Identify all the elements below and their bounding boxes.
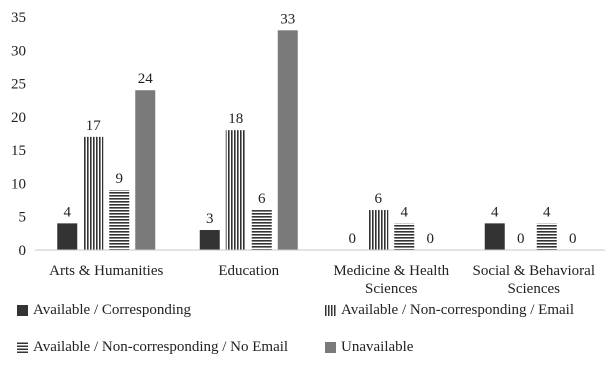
y-tick-label: 5 — [19, 210, 27, 226]
y-tick-label: 30 — [11, 43, 26, 59]
bar — [394, 223, 415, 250]
y-tick-label: 20 — [11, 110, 26, 126]
data-label: 4 — [64, 204, 72, 220]
data-label: 24 — [138, 71, 154, 87]
data-label: 18 — [228, 111, 243, 127]
bars — [57, 30, 557, 250]
y-tick-label: 15 — [11, 143, 26, 159]
y-tick-label: 10 — [11, 176, 26, 192]
bar — [536, 223, 557, 250]
x-category-label: Medicine & Health — [333, 263, 449, 279]
data-label: 6 — [258, 191, 266, 207]
x-category-label: Sciences — [508, 281, 561, 297]
x-category-label: Arts & Humanities — [49, 263, 163, 279]
x-axis-category-labels: Arts & Humanities Education Medicine & Hea… — [49, 263, 595, 297]
y-axis-ticks: 0 5 10 15 20 25 30 35 — [11, 10, 26, 259]
data-label: 0 — [427, 231, 435, 247]
bar — [135, 90, 156, 250]
data-label: 4 — [491, 204, 499, 220]
x-category-label: Education — [218, 263, 279, 279]
bar — [251, 210, 272, 250]
data-labels: 4 17 9 24 3 18 6 33 0 6 4 0 4 0 4 0 — [64, 11, 577, 247]
data-label: 4 — [543, 204, 551, 220]
bar — [83, 136, 104, 250]
data-label: 9 — [116, 171, 124, 187]
bar — [484, 223, 505, 250]
y-tick-label: 25 — [11, 77, 26, 93]
bar — [225, 130, 246, 250]
data-label: 0 — [349, 231, 357, 247]
data-label: 17 — [86, 118, 102, 134]
x-category-label: Sciences — [365, 281, 418, 297]
bar — [277, 30, 298, 250]
x-category-label: Social & Behavioral — [473, 263, 595, 279]
data-label: 4 — [401, 204, 409, 220]
data-label: 6 — [375, 191, 383, 207]
y-tick-label: 35 — [11, 10, 26, 26]
bar — [368, 210, 389, 250]
data-label: 33 — [280, 11, 295, 27]
data-label: 3 — [206, 211, 214, 227]
data-label: 0 — [517, 231, 525, 247]
bar — [57, 223, 78, 250]
bar — [199, 230, 220, 250]
data-label: 0 — [569, 231, 577, 247]
bar — [109, 190, 130, 250]
y-tick-label: 0 — [19, 243, 27, 259]
